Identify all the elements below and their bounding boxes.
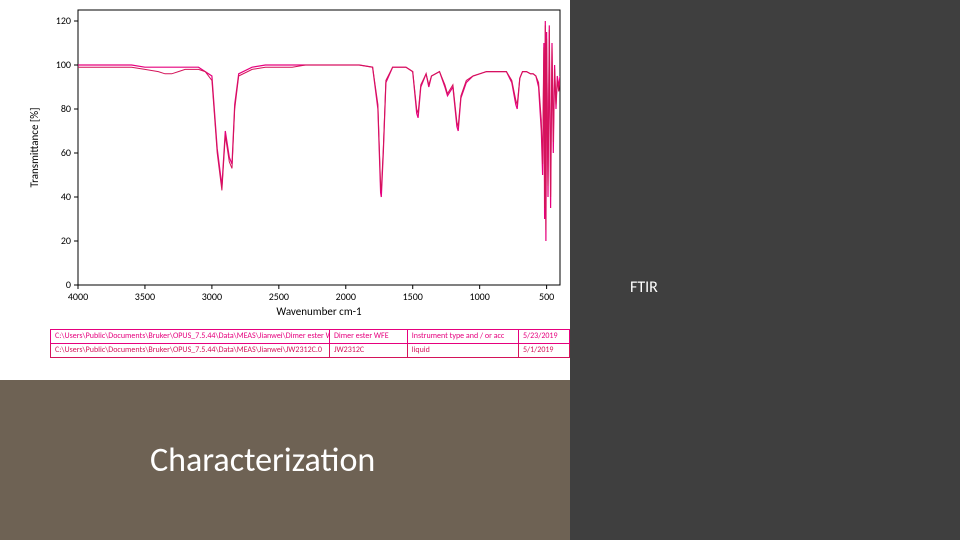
ftir-spectrum-chart: 0204060801001204000350030002500200015001…	[20, 0, 570, 329]
svg-text:80: 80	[61, 102, 71, 115]
svg-text:1500: 1500	[403, 290, 423, 303]
svg-text:40: 40	[61, 190, 71, 203]
svg-text:Transmittance [%]: Transmittance [%]	[28, 107, 41, 187]
svg-text:60: 60	[61, 146, 71, 159]
svg-text:Wavenumber cm-1: Wavenumber cm-1	[276, 305, 362, 318]
legend-row: C:\Users\Public\Documents\Bruker\OPUS_7.…	[51, 343, 570, 357]
ftir-chart-container: 0204060801001204000350030002500200015001…	[20, 0, 570, 380]
ftir-label: FTIR	[630, 278, 658, 297]
svg-text:500: 500	[539, 290, 554, 303]
title-band: Characterization	[0, 380, 570, 540]
svg-text:3500: 3500	[135, 290, 155, 303]
slide-title: Characterization	[150, 440, 375, 481]
svg-text:2000: 2000	[336, 290, 356, 303]
legend-row: C:\Users\Public\Documents\Bruker\OPUS_7.…	[51, 330, 570, 344]
dark-sidebar-panel: FTIR	[570, 0, 960, 540]
svg-text:100: 100	[56, 58, 71, 71]
svg-text:1000: 1000	[470, 290, 490, 303]
svg-text:3000: 3000	[202, 290, 222, 303]
svg-text:120: 120	[56, 14, 71, 27]
spectrum-legend-table: C:\Users\Public\Documents\Bruker\OPUS_7.…	[50, 329, 570, 358]
svg-text:4000: 4000	[68, 290, 88, 303]
svg-text:20: 20	[61, 234, 71, 247]
svg-text:2500: 2500	[269, 290, 289, 303]
